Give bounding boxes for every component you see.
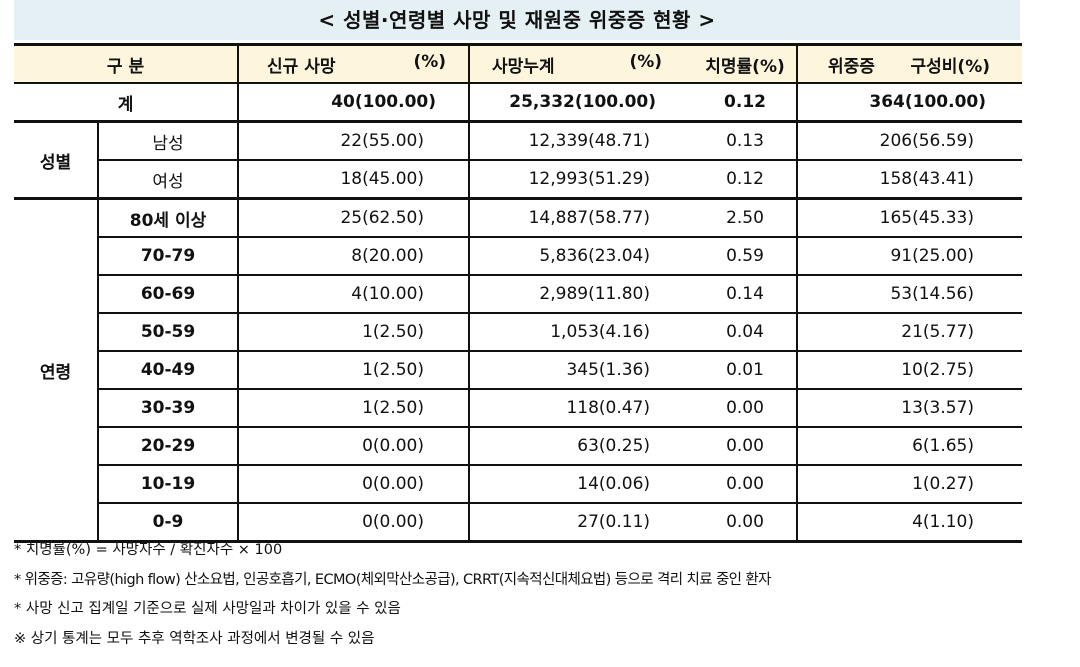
row-severe: 91(25.00) bbox=[796, 237, 1023, 276]
header-cum-death: 사망누계 (%) bbox=[468, 44, 695, 83]
row-severe: 53(14.56) bbox=[796, 275, 1023, 314]
row-severe: 158(43.41) bbox=[796, 160, 1023, 199]
row-cum-death: 14,887(58.77) bbox=[468, 198, 695, 238]
row-severe: 10(2.75) bbox=[796, 351, 1023, 390]
row-cum-death: 63(0.25) bbox=[468, 427, 695, 466]
row-fatality: 0.14 bbox=[694, 275, 798, 314]
row-severe: 206(56.59) bbox=[796, 121, 1023, 161]
row-label: 70-79 bbox=[96, 237, 239, 276]
row-fatality: 0.00 bbox=[694, 427, 798, 466]
row-cum-death: 345(1.36) bbox=[468, 351, 695, 390]
age-group-label: 연령 bbox=[14, 198, 98, 543]
header-row: 구 분 신규 사망 (%) 사망누계 (%) 치명률(%) 위중증 구성비(%) bbox=[14, 44, 1023, 83]
row-label: 남성 bbox=[96, 121, 239, 161]
row-new-death: 22(55.00) bbox=[237, 121, 470, 161]
row-severe: 13(3.57) bbox=[796, 389, 1023, 428]
total-cum-death: 25,332(100.00) bbox=[468, 83, 695, 122]
row-fatality: 0.00 bbox=[694, 465, 798, 504]
row-new-death: 25(62.50) bbox=[237, 198, 470, 238]
table-row: 60-69 4(10.00) 2,989(11.80) 0.14 53(14.5… bbox=[14, 275, 1023, 314]
table-row: 50-59 1(2.50) 1,053(4.16) 0.04 21(5.77) bbox=[14, 313, 1023, 352]
footnotes: * 치명률(%) = 사망자수 / 확진자수 × 100 * 위중증: 고유량(… bbox=[14, 536, 772, 654]
row-label: 0-9 bbox=[96, 503, 239, 543]
row-new-death: 1(2.50) bbox=[237, 313, 470, 352]
footnote: * 치명률(%) = 사망자수 / 확진자수 × 100 bbox=[14, 542, 283, 558]
footnote: * 사망 신고 집계일 기준으로 실제 사망일과 차이가 있을 수 있음 bbox=[14, 601, 401, 617]
page-title: < 성별·연령별 사망 및 재원중 위중증 현황 > bbox=[14, 0, 1020, 40]
row-cum-death: 1,053(4.16) bbox=[468, 313, 695, 352]
row-label: 10-19 bbox=[96, 465, 239, 504]
row-label: 80세 이상 bbox=[96, 198, 239, 238]
table-row: 20-29 0(0.00) 63(0.25) 0.00 6(1.65) bbox=[14, 427, 1023, 466]
row-severe: 6(1.65) bbox=[796, 427, 1023, 466]
total-row: 계 40(100.00) 25,332(100.00) 0.12 364(100… bbox=[14, 83, 1023, 122]
total-severe: 364(100.00) bbox=[796, 83, 1023, 122]
row-cum-death: 2,989(11.80) bbox=[468, 275, 695, 314]
table-row: 여성 18(45.00) 12,993(51.29) 0.12 158(43.4… bbox=[14, 160, 1023, 199]
table-row: 40-49 1(2.50) 345(1.36) 0.01 10(2.75) bbox=[14, 351, 1023, 390]
row-new-death: 0(0.00) bbox=[237, 465, 470, 504]
row-label: 여성 bbox=[96, 160, 239, 199]
row-new-death: 4(10.00) bbox=[237, 275, 470, 314]
total-new-death: 40(100.00) bbox=[237, 83, 470, 122]
table-row: 연령 80세 이상 25(62.50) 14,887(58.77) 2.50 1… bbox=[14, 198, 1023, 543]
row-cum-death: 12,993(51.29) bbox=[468, 160, 695, 199]
row-fatality: 0.01 bbox=[694, 351, 798, 390]
row-new-death: 1(2.50) bbox=[237, 351, 470, 390]
row-severe: 4(1.10) bbox=[796, 503, 1023, 543]
row-cum-death: 12,339(48.71) bbox=[468, 121, 695, 161]
row-fatality: 0.59 bbox=[694, 237, 798, 276]
table-row: 30-39 1(2.50) 118(0.47) 0.00 13(3.57) bbox=[14, 389, 1023, 428]
row-fatality: 0.00 bbox=[694, 503, 798, 543]
row-label: 30-39 bbox=[96, 389, 239, 428]
row-label: 40-49 bbox=[96, 351, 239, 390]
row-fatality: 0.00 bbox=[694, 389, 798, 428]
row-fatality: 0.13 bbox=[694, 121, 798, 161]
gender-group-label: 성별 bbox=[14, 121, 98, 200]
row-severe: 1(0.27) bbox=[796, 465, 1023, 504]
header-new-death: 신규 사망 (%) bbox=[237, 44, 470, 83]
row-new-death: 1(2.50) bbox=[237, 389, 470, 428]
table-row: 0-9 0(0.00) 27(0.11) 0.00 4(1.10) bbox=[14, 503, 1023, 543]
footnote: ※ 상기 통계는 모두 추후 역학조사 과정에서 변경될 수 있음 bbox=[14, 630, 375, 647]
table-row: 10-19 0(0.00) 14(0.06) 0.00 1(0.27) bbox=[14, 465, 1023, 504]
row-new-death: 0(0.00) bbox=[237, 427, 470, 466]
row-label: 50-59 bbox=[96, 313, 239, 352]
table-row: 70-79 8(20.00) 5,836(23.04) 0.59 91(25.0… bbox=[14, 237, 1023, 276]
row-label: 20-29 bbox=[96, 427, 239, 466]
row-label: 60-69 bbox=[96, 275, 239, 314]
row-cum-death: 118(0.47) bbox=[468, 389, 695, 428]
header-fatality: 치명률(%) bbox=[694, 44, 798, 83]
row-fatality: 0.12 bbox=[726, 169, 764, 189]
row-new-death: 0(0.00) bbox=[237, 503, 470, 543]
row-fatality: 0.04 bbox=[694, 313, 798, 352]
row-cum-death: 5,836(23.04) bbox=[468, 237, 695, 276]
total-label: 계 bbox=[117, 94, 134, 115]
row-severe: 21(5.77) bbox=[796, 313, 1023, 352]
footnote: * 위중증: 고유량(high flow) 산소요법, 인공호흡기, ECMO(… bbox=[14, 571, 772, 588]
row-new-death: 8(20.00) bbox=[237, 237, 470, 276]
row-fatality: 2.50 bbox=[694, 198, 798, 238]
row-cum-death: 14(0.06) bbox=[468, 465, 695, 504]
row-cum-death: 27(0.11) bbox=[468, 503, 695, 543]
stats-table: 구 분 신규 사망 (%) 사망누계 (%) 치명률(%) 위중증 구성비(%) 계 … bbox=[14, 43, 1023, 543]
header-severe: 위중증 구성비(%) bbox=[796, 44, 1023, 83]
table-row: 성별 남성 22(55.00) 12,339(48.71) 0.13 206(5… bbox=[14, 121, 1023, 200]
row-severe: 165(45.33) bbox=[796, 198, 1023, 238]
header-category: 구 분 bbox=[14, 44, 239, 83]
total-fatality: 0.12 bbox=[724, 92, 766, 112]
row-new-death: 18(45.00) bbox=[237, 160, 470, 199]
